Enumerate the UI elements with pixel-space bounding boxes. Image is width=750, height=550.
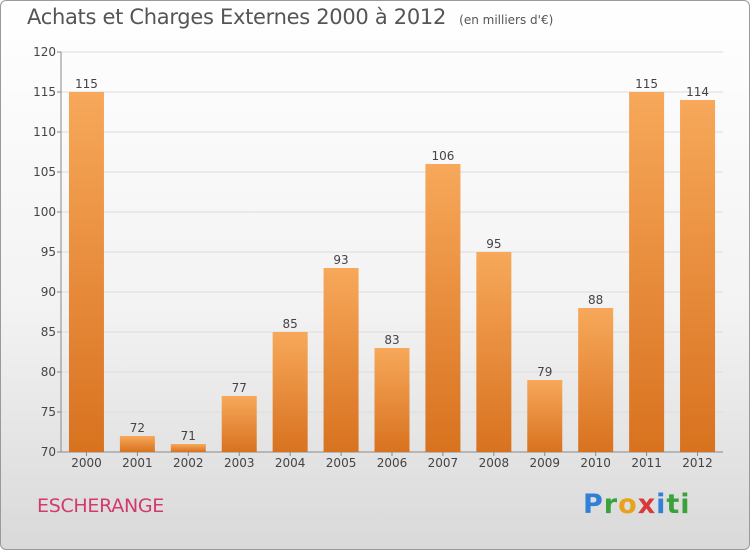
bar bbox=[68, 92, 104, 452]
bar bbox=[272, 332, 308, 452]
bar bbox=[374, 348, 410, 452]
title-row: Achats et Charges Externes 2000 à 2012 (… bbox=[27, 5, 553, 29]
y-tick-label: 75 bbox=[41, 405, 56, 419]
bar bbox=[425, 164, 461, 452]
proxiti-logo: Proxiti bbox=[583, 489, 691, 520]
data-label: 79 bbox=[537, 365, 552, 379]
x-tick-label: 2011 bbox=[631, 456, 662, 470]
y-tick-label: 115 bbox=[33, 85, 56, 99]
bar bbox=[323, 268, 359, 452]
x-tick-label: 2008 bbox=[479, 456, 510, 470]
x-tick-label: 2004 bbox=[275, 456, 306, 470]
data-label: 72 bbox=[130, 421, 145, 435]
y-tick-label: 95 bbox=[41, 245, 56, 259]
x-tick-label: 2010 bbox=[580, 456, 611, 470]
y-tick-label: 70 bbox=[41, 445, 56, 459]
data-label: 85 bbox=[283, 317, 298, 331]
data-label: 115 bbox=[635, 77, 658, 91]
bar bbox=[527, 380, 563, 452]
data-labels: 115 72 71 77 85 93 83 106 95 79 88 115 114 bbox=[75, 77, 709, 443]
chart-unit: (en milliers d'€) bbox=[459, 13, 554, 27]
data-label: 95 bbox=[486, 237, 501, 251]
y-tick-label: 105 bbox=[33, 165, 56, 179]
x-tick-label: 2000 bbox=[71, 456, 102, 470]
bar bbox=[119, 436, 155, 452]
bar bbox=[221, 396, 257, 452]
data-label: 93 bbox=[333, 253, 348, 267]
chart-title: Achats et Charges Externes 2000 à 2012 bbox=[27, 5, 447, 29]
y-tick-label: 100 bbox=[33, 205, 56, 219]
data-label: 106 bbox=[431, 149, 454, 163]
y-tick-labels: 70 75 80 85 90 95 100 105 110 115 120 bbox=[33, 45, 56, 459]
data-label: 115 bbox=[75, 77, 98, 91]
x-tick-label: 2006 bbox=[377, 456, 408, 470]
y-tick-label: 110 bbox=[33, 125, 56, 139]
commune-name: ESCHERANGE bbox=[37, 495, 164, 517]
x-tick-label: 2009 bbox=[529, 456, 560, 470]
y-tick-label: 120 bbox=[33, 45, 56, 59]
data-label: 88 bbox=[588, 293, 603, 307]
data-label: 83 bbox=[384, 333, 399, 347]
bar bbox=[629, 92, 665, 452]
x-tick-label: 2001 bbox=[122, 456, 153, 470]
x-tick-labels: 2000 2001 2002 2003 2004 2005 2006 2007 2008 2009… bbox=[71, 456, 713, 470]
x-tick-label: 2005 bbox=[326, 456, 357, 470]
x-tick-label: 2002 bbox=[173, 456, 204, 470]
y-tick-label: 80 bbox=[41, 365, 56, 379]
y-tick-label: 85 bbox=[41, 325, 56, 339]
y-tick-label: 90 bbox=[41, 285, 56, 299]
x-tick-label: 2003 bbox=[224, 456, 255, 470]
x-tick-label: 2012 bbox=[682, 456, 713, 470]
x-tick-label: 2007 bbox=[428, 456, 459, 470]
data-label: 71 bbox=[181, 429, 196, 443]
bar bbox=[170, 444, 206, 452]
data-label: 114 bbox=[686, 85, 709, 99]
bar bbox=[680, 100, 716, 452]
bar bbox=[578, 308, 614, 452]
bars bbox=[68, 92, 716, 452]
bar bbox=[476, 252, 512, 452]
data-label: 77 bbox=[232, 381, 247, 395]
